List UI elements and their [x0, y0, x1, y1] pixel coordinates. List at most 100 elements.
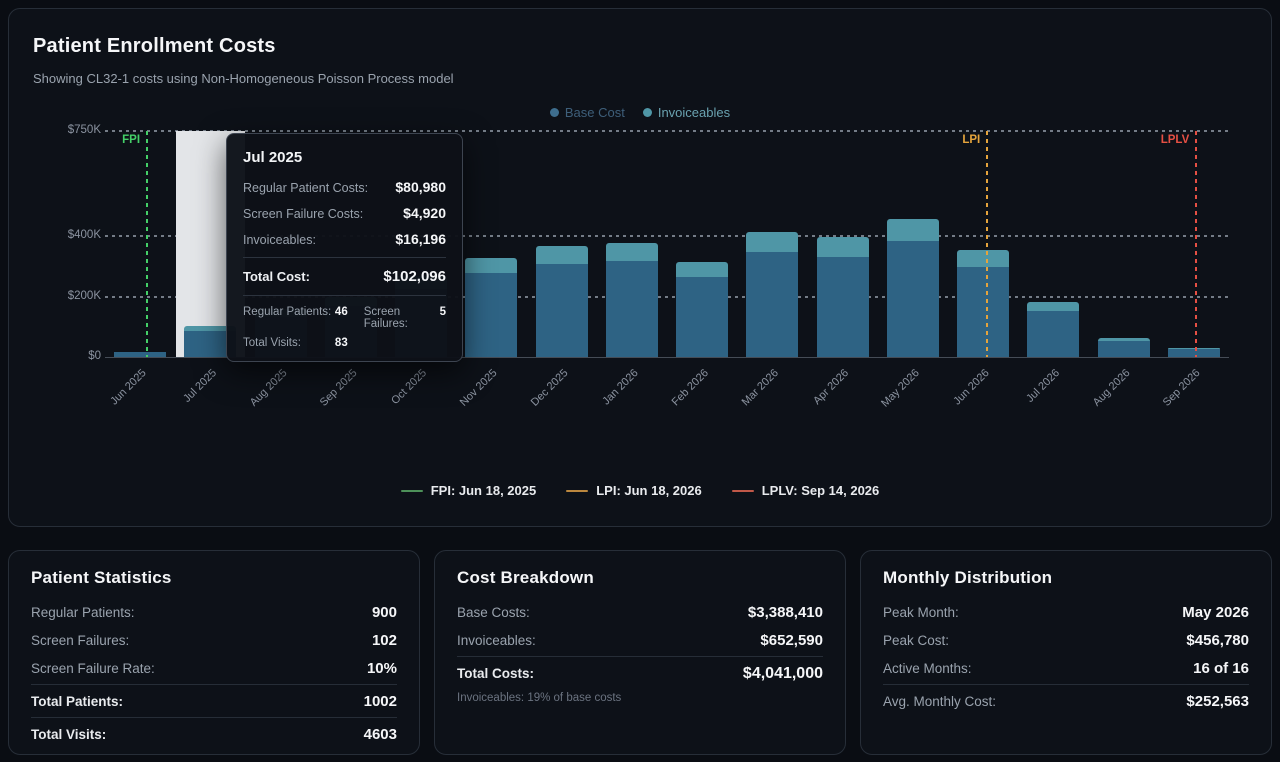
tooltip-total-value: $102,096: [383, 268, 446, 285]
bar-base-segment[interactable]: [606, 261, 658, 357]
tooltip-row-label: Invoiceables:: [243, 233, 316, 247]
row-divider: [31, 684, 397, 685]
stat-row: Screen Failures: 102: [31, 626, 397, 654]
stat-label: Screen Failure Rate:: [31, 661, 155, 676]
bar-slot: Jun 2026: [948, 131, 1018, 357]
legend-item-invoiceables[interactable]: Invoiceables: [643, 105, 730, 120]
stacked-bar[interactable]: [606, 243, 658, 357]
legend-line-swatch: [732, 490, 754, 492]
stat-row: Active Months:16 of 16: [883, 654, 1249, 682]
stat-row: Peak Cost:$456,780: [883, 626, 1249, 654]
tooltip-total-label: Total Cost:: [243, 269, 310, 284]
tooltip-total-row: Total Cost: $102,096: [243, 268, 446, 285]
bar-base-segment[interactable]: [114, 352, 166, 357]
stat-label: Peak Month:: [883, 605, 959, 620]
tooltip-stat-label: Total Visits:: [243, 337, 301, 349]
stat-label: Screen Failures:: [31, 633, 129, 648]
stat-value: $4,041,000: [743, 665, 823, 683]
x-tick-label: Aug 2026: [1090, 367, 1132, 409]
card-title: Patient Statistics: [31, 568, 397, 588]
stacked-bar[interactable]: [114, 352, 166, 357]
y-tick-label: $0: [45, 350, 101, 362]
x-tick-label: Aug 2025: [247, 367, 289, 409]
tooltip-row: Invoiceables: $16,196: [243, 231, 446, 247]
bar-invoiceables-segment[interactable]: [465, 258, 517, 274]
bar-base-segment[interactable]: [887, 241, 939, 357]
bar-invoiceables-segment[interactable]: [817, 237, 869, 256]
bar-slot: Sep 2026: [1159, 131, 1229, 357]
tooltip-title: Jul 2025: [243, 149, 446, 166]
x-tick-label: Jun 2025: [108, 367, 148, 407]
stacked-bar[interactable]: [746, 232, 798, 357]
stacked-bar[interactable]: [1168, 348, 1220, 357]
stacked-bar[interactable]: [1098, 338, 1150, 357]
stat-value: 16 of 16: [1193, 660, 1249, 677]
legend-dot-icon: [550, 108, 559, 117]
stacked-bar[interactable]: [817, 237, 869, 357]
bar-base-segment[interactable]: [536, 264, 588, 357]
bar-slot: Feb 2026: [667, 131, 737, 357]
tooltip-row-label: Regular Patient Costs:: [243, 181, 368, 195]
bar-invoiceables-segment[interactable]: [746, 232, 798, 252]
x-tick-label: Jul 2026: [1024, 367, 1062, 405]
stat-label: Peak Cost:: [883, 633, 949, 648]
stat-label: Total Costs:: [457, 666, 534, 681]
stat-row: Invoiceables:$652,590: [457, 626, 823, 654]
stacked-bar[interactable]: [887, 219, 939, 357]
fpi-marker-line: [146, 131, 148, 357]
card-note: Invoiceables: 19% of base costs: [457, 692, 823, 704]
bar-invoiceables-segment[interactable]: [676, 262, 728, 277]
bar-base-segment[interactable]: [465, 273, 517, 357]
bar-invoiceables-segment[interactable]: [887, 219, 939, 241]
stat-row: Total Costs: $4,041,000: [457, 659, 823, 688]
bar-base-segment[interactable]: [957, 267, 1009, 357]
milestone-legend-label: LPI: Jun 18, 2026: [596, 483, 702, 498]
lplv-marker-line: [1195, 131, 1197, 357]
legend-item-base-cost[interactable]: Base Cost: [550, 105, 625, 120]
fpi-marker-label: FPI: [122, 134, 140, 146]
tooltip-row: Regular Patient Costs: $80,980: [243, 179, 446, 195]
milestone-legend-label: FPI: Jun 18, 2025: [431, 483, 537, 498]
x-tick-label: May 2026: [879, 367, 922, 410]
legend-label: Base Cost: [565, 105, 625, 120]
bar-slot: Jun 2025: [105, 131, 175, 357]
legend-dot-icon: [643, 108, 652, 117]
stat-value: 10%: [367, 660, 397, 677]
stat-row: Base Costs:$3,388,410: [457, 598, 823, 626]
bar-base-segment[interactable]: [817, 257, 869, 357]
x-tick-label: Jan 2026: [600, 367, 640, 407]
x-tick-label: Jul 2025: [181, 367, 219, 405]
stat-value: 102: [372, 632, 397, 649]
stacked-bar[interactable]: [465, 258, 517, 357]
bar-invoiceables-segment[interactable]: [957, 250, 1009, 267]
bar-base-segment[interactable]: [1168, 349, 1220, 357]
card-rows: Regular Patients:900Screen Failures:102S…: [31, 598, 397, 748]
stacked-bar[interactable]: [1027, 302, 1079, 357]
bar-invoiceables-segment[interactable]: [536, 246, 588, 264]
page-title: Patient Enrollment Costs: [33, 35, 276, 58]
bar-invoiceables-segment[interactable]: [1027, 302, 1079, 311]
card-title: Cost Breakdown: [457, 568, 823, 588]
stat-value: 900: [372, 604, 397, 621]
bar-slot: Jul 2026: [1018, 131, 1088, 357]
stacked-bar[interactable]: [676, 262, 728, 357]
x-tick-label: Oct 2025: [390, 367, 430, 407]
milestone-legend-label: LPLV: Sep 14, 2026: [762, 483, 880, 498]
bar-base-segment[interactable]: [1098, 341, 1150, 357]
bar-base-segment[interactable]: [676, 277, 728, 357]
page-subtitle: Showing CL32-1 costs using Non-Homogeneo…: [33, 71, 454, 86]
lpi-marker-label: LPI: [962, 134, 980, 146]
chart-legend: Base Cost Invoiceables: [9, 105, 1271, 120]
bar-invoiceables-segment[interactable]: [606, 243, 658, 261]
stat-row: Total Visits:4603: [31, 720, 397, 748]
milestone-legend-item: FPI: Jun 18, 2025: [401, 483, 537, 498]
stacked-bar[interactable]: [957, 250, 1009, 357]
x-tick-label: Apr 2026: [811, 367, 851, 407]
chart-tooltip: Jul 2025 Regular Patient Costs: $80,980 …: [226, 133, 463, 362]
stacked-bar[interactable]: [536, 246, 588, 357]
bar-base-segment[interactable]: [746, 252, 798, 357]
stat-value: 1002: [364, 693, 397, 710]
bar-base-segment[interactable]: [1027, 311, 1079, 357]
x-tick-label: Sep 2026: [1161, 367, 1203, 409]
summary-cards-row: Patient Statistics Regular Patients:900S…: [8, 550, 1272, 755]
